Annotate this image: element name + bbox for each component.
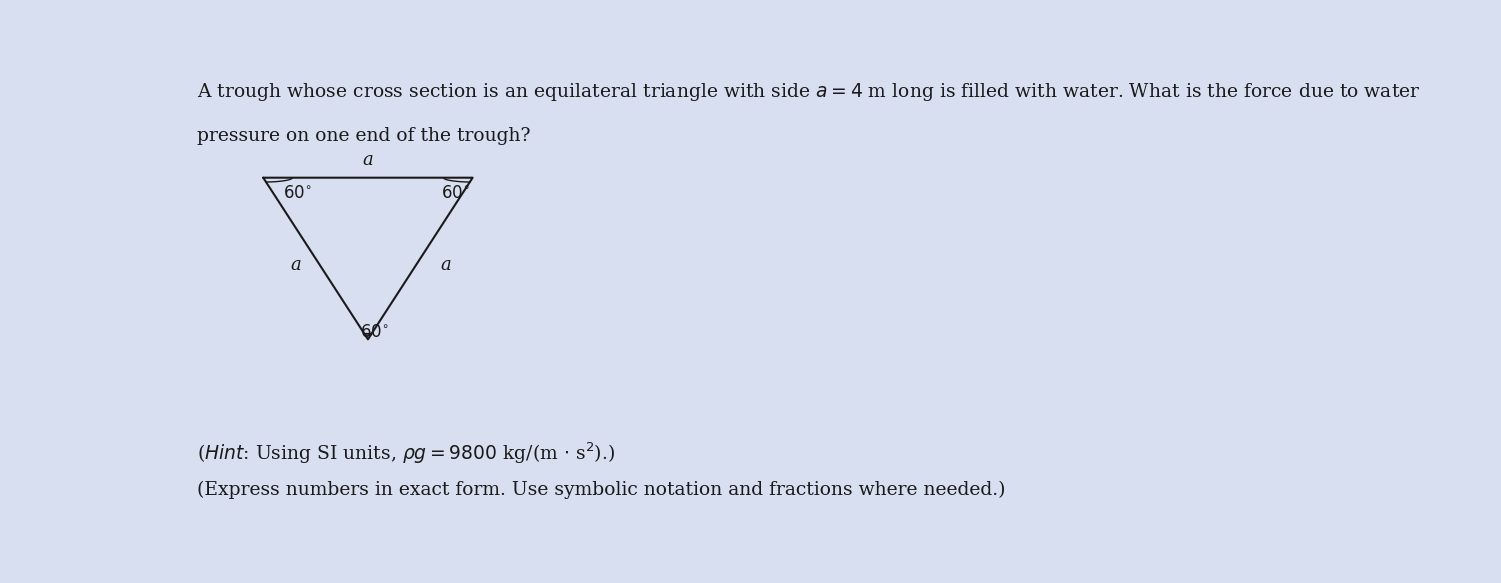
- Text: pressure on one end of the trough?: pressure on one end of the trough?: [197, 128, 530, 145]
- Text: a: a: [290, 257, 302, 274]
- Text: $60^{\circ}$: $60^{\circ}$: [441, 185, 470, 202]
- Text: A trough whose cross section is an equilateral triangle with side $a = 4$ m long: A trough whose cross section is an equil…: [197, 81, 1420, 103]
- Text: ($\mathit{Hint}$: Using SI units, $\rho g = 9800$ kg/(m $\cdot$ s$^{2}$).): ($\mathit{Hint}$: Using SI units, $\rho …: [197, 440, 615, 466]
- Text: $60^{\circ}$: $60^{\circ}$: [284, 185, 312, 202]
- Text: a: a: [363, 151, 374, 168]
- Text: $60^{\circ}$: $60^{\circ}$: [360, 324, 389, 341]
- Text: a: a: [440, 257, 452, 274]
- Text: (Express numbers in exact form. Use symbolic notation and fractions where needed: (Express numbers in exact form. Use symb…: [197, 481, 1006, 499]
